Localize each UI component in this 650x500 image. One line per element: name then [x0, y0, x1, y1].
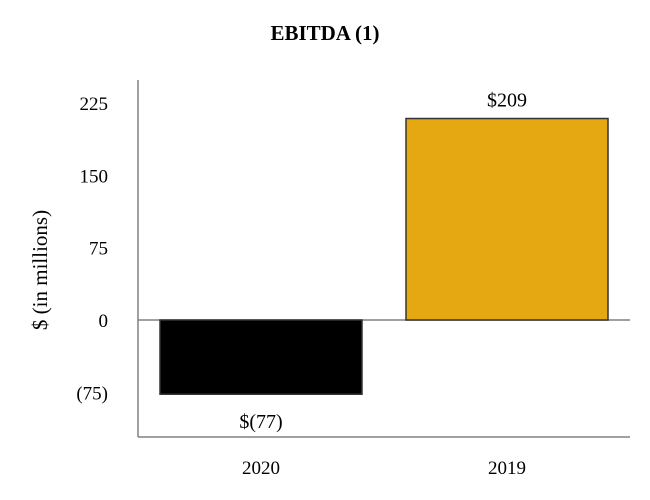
y-tick-label: 0: [99, 311, 109, 332]
chart-title: EBITDA (1): [270, 21, 379, 45]
x-tick-label-2019: 2019: [488, 458, 526, 479]
bar-2019: [405, 117, 609, 321]
y-tick-label: 75: [89, 239, 108, 260]
data-label-2019: $209: [487, 90, 527, 112]
y-axis-label: $ (in millions): [28, 210, 52, 330]
data-label-2020: $(77): [239, 411, 282, 433]
y-tick-label: 225: [80, 94, 109, 115]
plot-area: 225 150 75 0 (75) $(77) 2020 $209 2019: [76, 80, 630, 479]
y-tick-label: (75): [76, 383, 108, 404]
bar-2020: [159, 319, 363, 395]
y-tick-label: 150: [80, 166, 109, 187]
x-tick-label-2020: 2020: [242, 458, 280, 479]
